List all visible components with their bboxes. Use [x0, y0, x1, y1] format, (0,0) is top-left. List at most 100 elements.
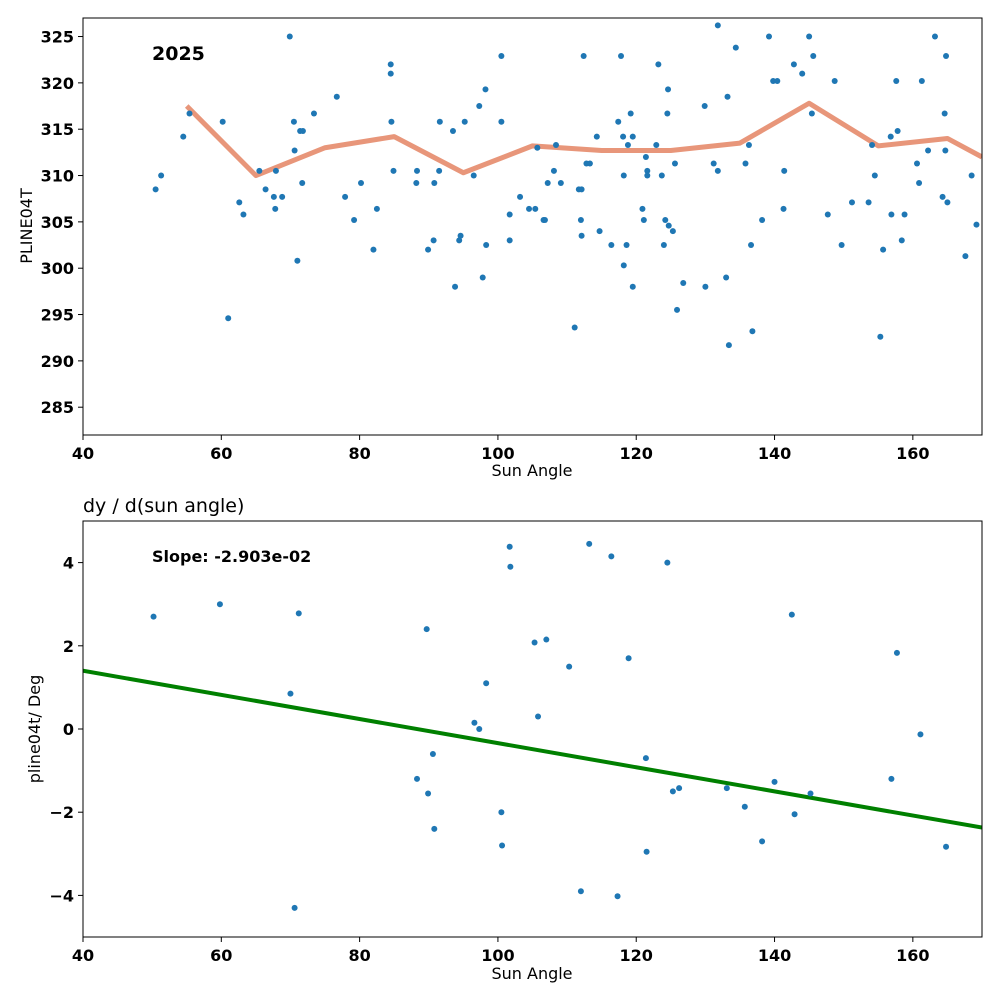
subplot-2-point-11 [476, 726, 483, 732]
subplot-2-xtick-label: 120 [620, 946, 653, 965]
subplot-2-ytick-label: 0 [63, 720, 74, 739]
subplot-1-point-91 [658, 172, 665, 179]
subplot-1-point-86 [642, 154, 649, 160]
subplot-1-point-72 [596, 228, 603, 235]
subplot-1-point-137 [894, 128, 901, 135]
subplot-2-point-6 [423, 626, 430, 633]
subplot-1-point-4 [219, 118, 226, 125]
subplot-2-ylabel: pline04t/ Deg [25, 675, 44, 783]
subplot-1-xtick-label: 80 [348, 444, 370, 463]
subplot-1-point-23 [342, 193, 349, 200]
subplot-2-point-15 [506, 543, 513, 550]
subplot-2-point-17 [531, 639, 538, 646]
subplot-2-frame [82, 520, 983, 938]
subplot-1-point-100 [680, 280, 687, 287]
subplot-1-point-101 [701, 103, 708, 110]
subplot-1-point-151 [968, 172, 975, 179]
subplot-2-xtick-label: 60 [210, 946, 232, 965]
subplot-1-point-77 [620, 172, 627, 179]
subplot-1-point-31 [390, 167, 397, 174]
subplot-2-point-28 [664, 559, 671, 566]
subplot-1-point-147 [942, 147, 949, 154]
subplot-1-point-149 [944, 199, 951, 206]
subplot-1-point-92 [660, 242, 667, 249]
subplot-1-point-6 [236, 199, 243, 206]
subplot-1-ytick-label: 300 [41, 259, 74, 278]
subplot-1-xtick-label: 140 [758, 444, 791, 463]
subplot-2-xtick-label: 100 [481, 946, 514, 965]
subplot-1-point-17 [294, 257, 301, 264]
subplot-1-point-140 [914, 160, 920, 167]
subplot-1-point-81 [627, 110, 634, 117]
subplot-1-point-133 [880, 246, 887, 253]
subplot-1-point-60 [550, 167, 557, 174]
subplot-2-point-39 [893, 649, 900, 656]
subplot-1-point-63 [571, 324, 578, 331]
subplot-1-point-46 [479, 274, 486, 281]
subplot-2-point-22 [586, 540, 593, 547]
subplot-1-point-25 [358, 179, 364, 186]
subplot-1-point-85 [640, 217, 647, 224]
subplot-2-xtick-label: 40 [72, 946, 94, 965]
subplot-2-ticks: 40 60 80 100 120 140 160 −4 −2 0 2 4 [49, 554, 929, 965]
subplot-1-point-71 [593, 133, 600, 140]
subplot-1-point-33 [414, 167, 421, 174]
subplot-1-marks [152, 22, 982, 349]
subplot-1-point-61 [553, 141, 560, 148]
subplot-1-point-116 [770, 78, 777, 85]
subplot-1-point-136 [893, 78, 900, 85]
subplot-2-xtick-label: 160 [896, 946, 929, 965]
subplot-1-point-15 [290, 118, 297, 125]
subplot-1-ytick-label: 315 [41, 120, 74, 139]
subplot-1-point-148 [943, 52, 950, 59]
subplot-1-point-107 [724, 93, 731, 100]
subplot-1-ylabel: PLINE04T [17, 188, 36, 264]
subplot-2-point-32 [741, 803, 748, 810]
subplot-1-ytick-label: 295 [41, 306, 74, 325]
subplot-1-point-87 [644, 167, 651, 174]
subplot-1-point-11 [272, 205, 279, 212]
subplot-1-point-120 [790, 61, 797, 68]
subplot-1-point-10 [270, 193, 277, 200]
subplot-1-point-135 [888, 211, 895, 218]
subplot-2-point-35 [788, 611, 795, 618]
subplot-2-point-7 [425, 790, 432, 797]
subplot-2-point-36 [791, 811, 798, 818]
subplot-1-point-126 [831, 78, 838, 85]
subplot-1-point-104 [714, 167, 721, 174]
subplot-1-point-99 [674, 306, 681, 313]
subplot-1-point-115 [766, 33, 773, 40]
subplot-1-point-130 [869, 141, 876, 148]
subplot-2-point-13 [498, 809, 505, 816]
subplot-2-ytick-label: −4 [49, 886, 74, 905]
subplot-1-point-22 [333, 93, 340, 100]
subplot-2-point-19 [543, 636, 550, 643]
subplot-1-point-3 [186, 110, 193, 117]
subplot-1-ytick-label: 290 [41, 352, 74, 371]
subplot-1-point-66 [578, 186, 585, 193]
subplot-1-point-51 [506, 237, 513, 244]
subplot-1-point-78 [620, 262, 627, 269]
subplot-2-point-25 [625, 655, 632, 662]
subplot-1-point-83 [629, 133, 636, 140]
subplot-1-point-14 [286, 33, 293, 40]
subplot-1-point-89 [653, 141, 660, 148]
subplot-1-point-45 [476, 103, 483, 110]
subplot-2-point-16 [507, 563, 514, 570]
subplot-1-point-131 [871, 172, 878, 179]
subplot-1-point-144 [931, 33, 938, 40]
subplot-1-point-138 [898, 237, 905, 244]
subplot-1-point-50 [498, 118, 505, 125]
subplot-1-ytick-label: 285 [41, 398, 74, 417]
subplot-1-point-110 [742, 160, 749, 167]
subplot-1-point-43 [461, 118, 468, 125]
subplot-1-point-41 [456, 237, 463, 244]
subplot-1-point-111 [745, 141, 752, 148]
subplot-1-point-122 [806, 33, 813, 40]
subplot-1-point-36 [431, 179, 438, 186]
subplot-1-frame [82, 17, 983, 436]
subplot-1-point-103 [710, 160, 717, 167]
subplot-1-point-5 [225, 315, 232, 322]
subplot-1-point-7 [240, 211, 247, 218]
